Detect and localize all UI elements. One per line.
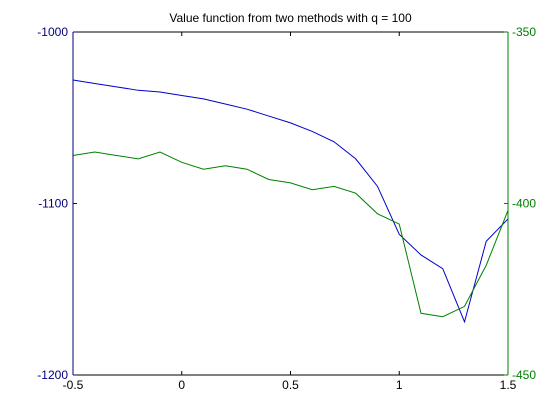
plot-area [73, 32, 508, 375]
x-tick-label: 0.5 [282, 378, 299, 392]
x-tick-label: 1.5 [500, 378, 517, 392]
right-y-tick-label: -450 [512, 368, 536, 382]
left-y-tick-label: -1100 [38, 197, 68, 211]
axes-layer: -0.5 0 0.5 1 1.5 -1000 -1100 -1200 -350 -400 -450 [37, 25, 536, 392]
right-y-tick-label: -350 [512, 25, 536, 39]
series-line-2-right-axis [72, 151, 509, 318]
right-y-tick-label: -400 [512, 197, 536, 211]
left-y-tick-label: -1200 [37, 368, 68, 382]
chart-title: Value function from two methods with q =… [169, 11, 412, 25]
x-tick-label: 1 [396, 378, 403, 392]
x-tick-label: -0.5 [63, 378, 84, 392]
series-layer [72, 79, 509, 324]
left-y-tick-label: -1000 [37, 25, 68, 39]
series-line-1-left-axis [72, 79, 509, 324]
x-tick-label: 0 [178, 378, 185, 392]
